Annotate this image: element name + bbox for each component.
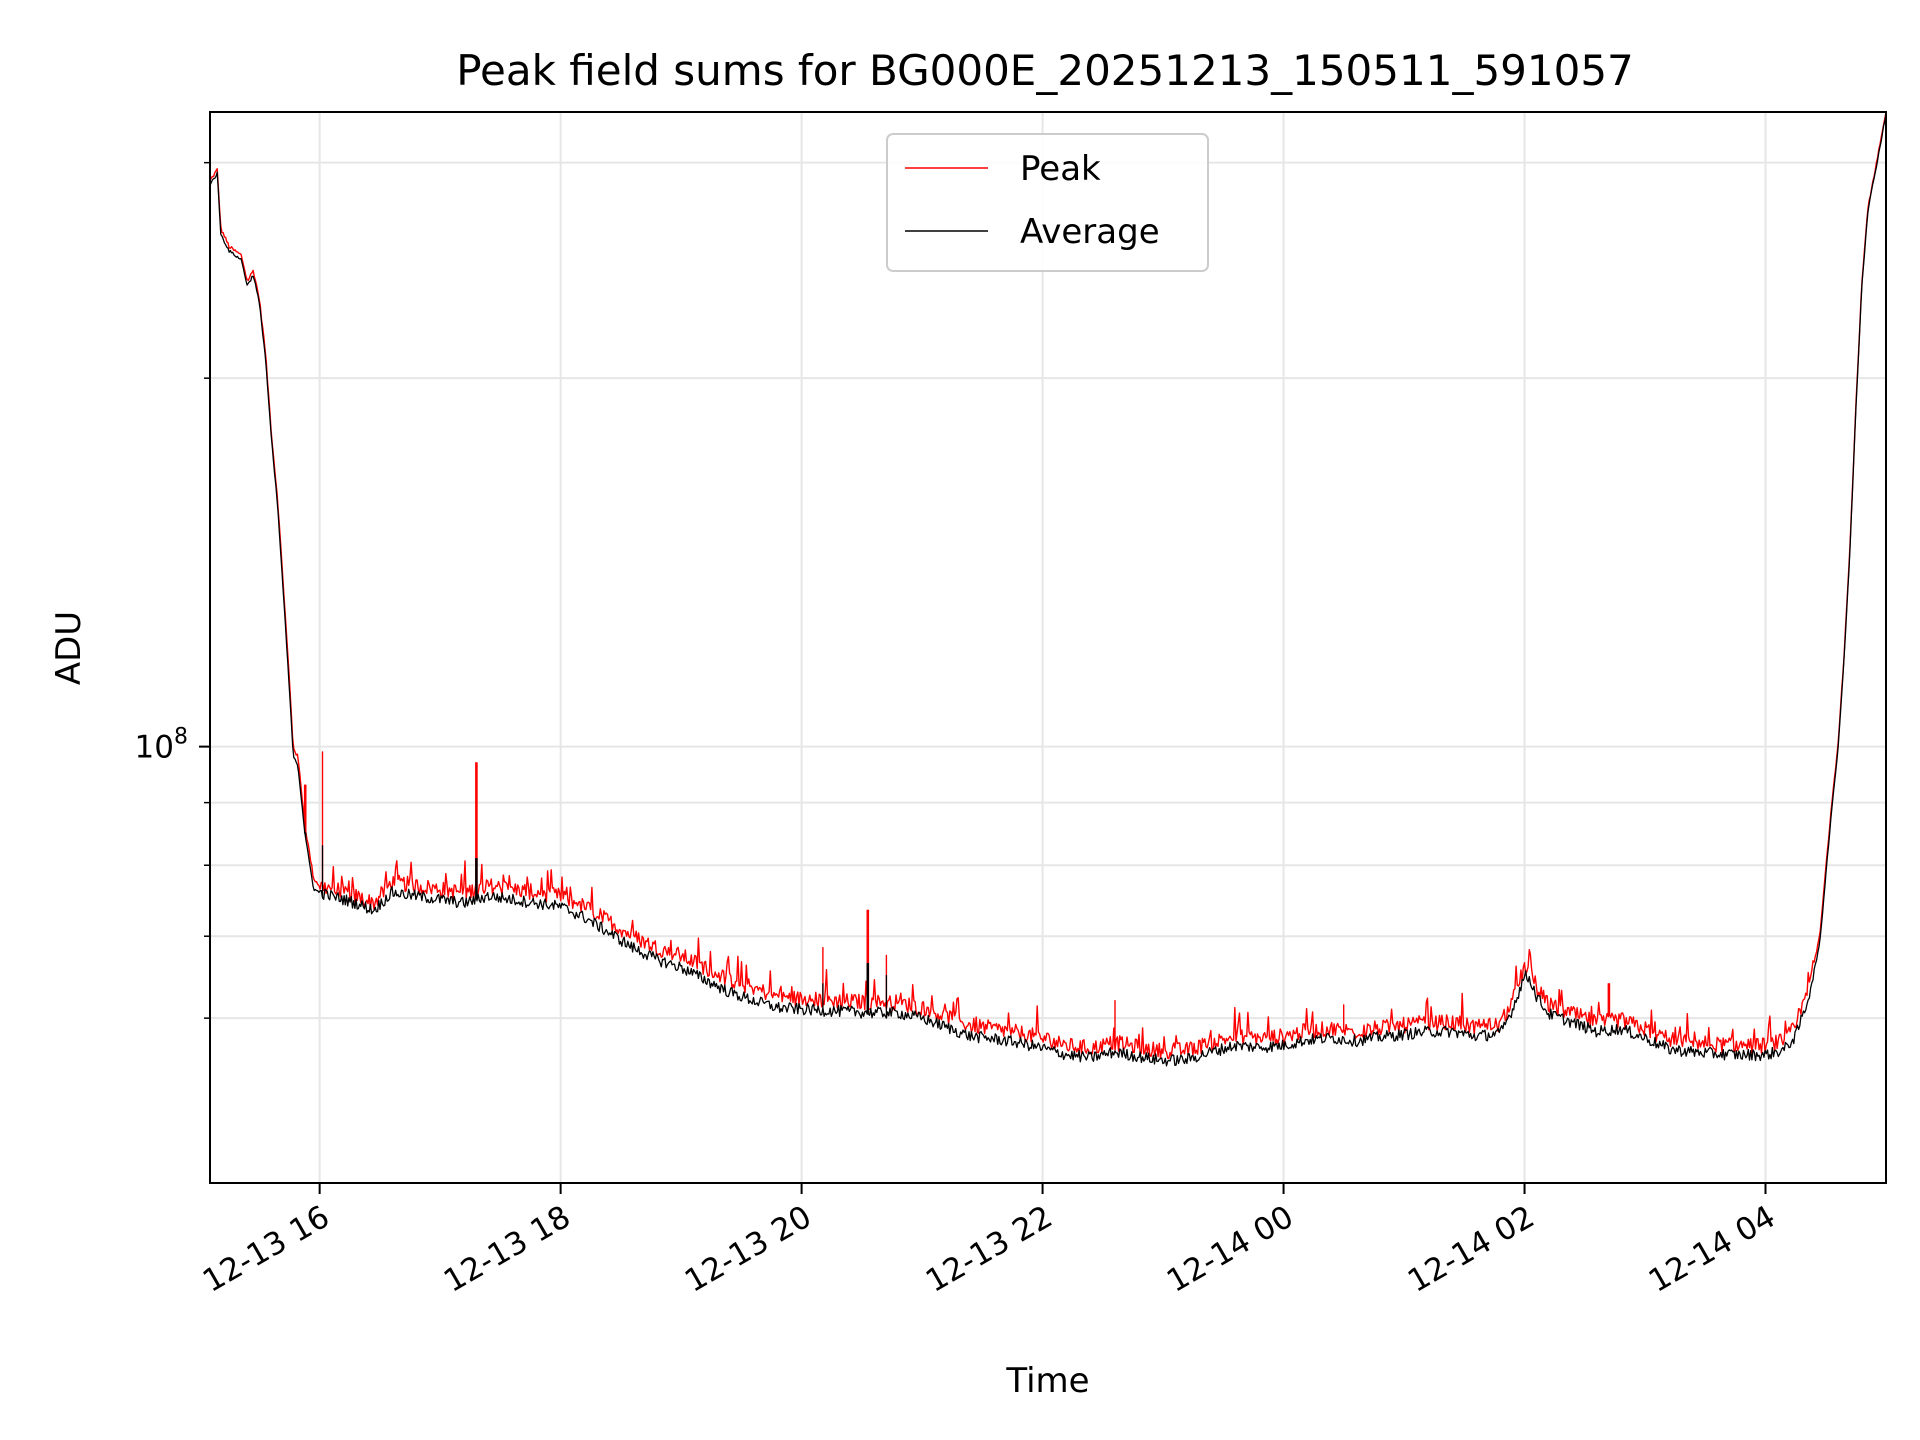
- series-line-average: [209, 113, 1887, 1067]
- plot-frame: [209, 111, 1887, 1184]
- legend-label-average: Average: [1020, 212, 1160, 252]
- series-layer: [209, 111, 1887, 1067]
- legend: Peak Average: [886, 133, 1209, 272]
- series-line-peak: [209, 111, 1887, 1060]
- y-tick-label-base: 10: [135, 730, 174, 766]
- y-tick-label: 108: [135, 725, 188, 766]
- legend-label-peak: Peak: [1020, 149, 1101, 189]
- y-tick-label-exponent: 8: [174, 725, 188, 750]
- y-axis-label: ADU: [49, 611, 89, 685]
- chart-title: Peak field sums for BG000E_20251213_1505…: [456, 46, 1634, 95]
- x-axis-label: Time: [1005, 1361, 1089, 1401]
